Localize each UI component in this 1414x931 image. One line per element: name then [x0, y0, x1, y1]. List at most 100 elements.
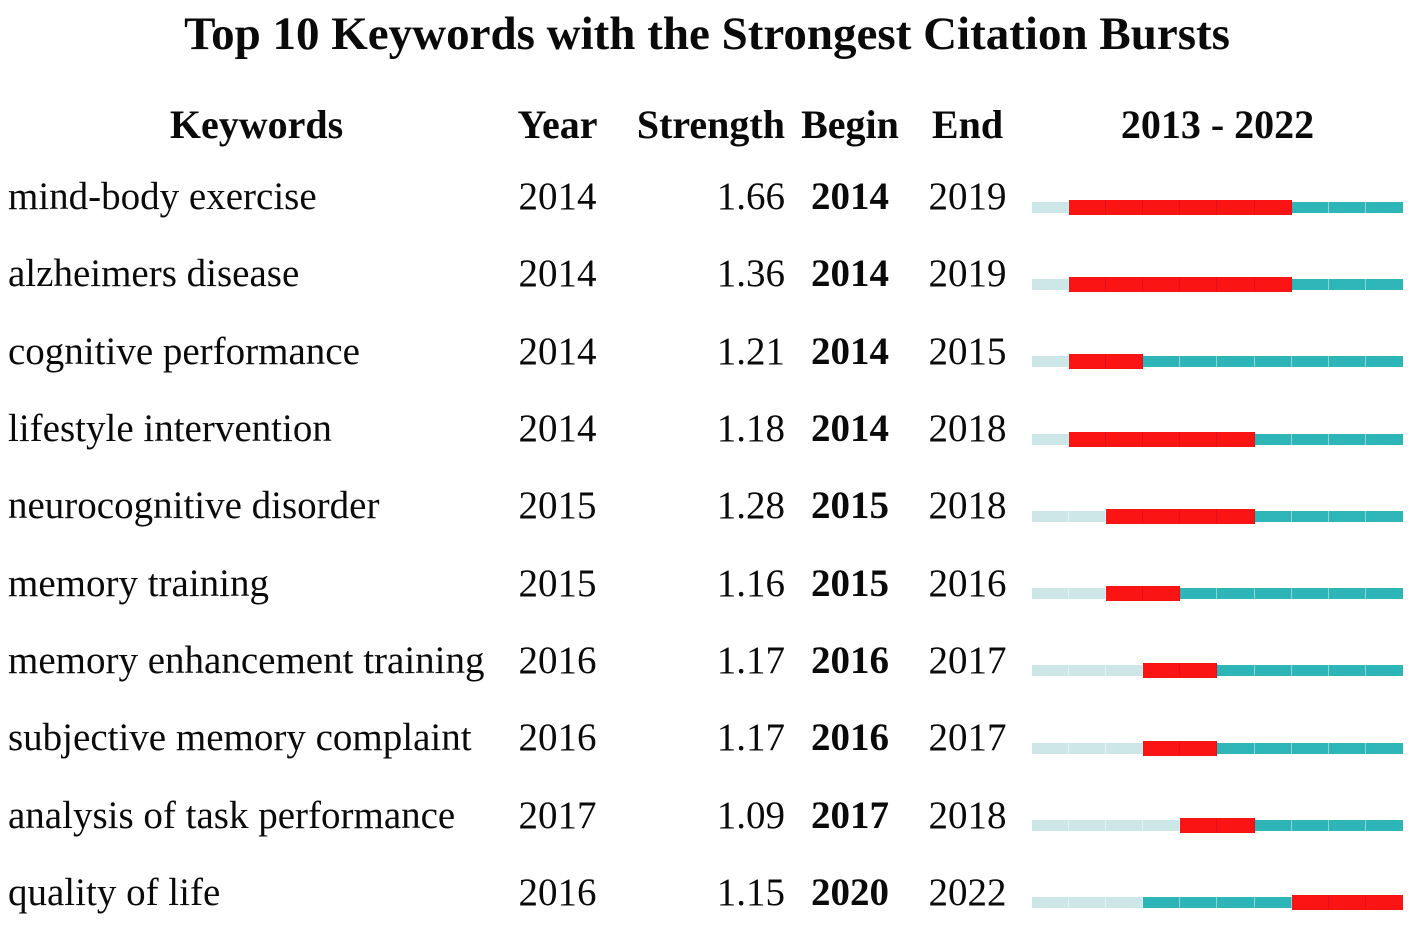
year-segment-post	[1217, 356, 1255, 368]
timeline-cell	[1032, 235, 1403, 312]
year-segment-post	[1217, 742, 1255, 754]
begin-cell: 2014	[811, 329, 889, 373]
table-header-row: Keywords Year Strength Begin End 2013 - …	[0, 90, 1414, 158]
timeline-bar	[1032, 895, 1403, 911]
timeline-bar	[1032, 431, 1403, 447]
year-segment-burst	[1217, 276, 1255, 292]
year-segment-post	[1180, 588, 1218, 600]
end-cell: 2018	[928, 793, 1007, 837]
column-header-strength: Strength	[636, 101, 785, 147]
year-segment-post	[1180, 356, 1218, 368]
year-segment-burst	[1254, 276, 1292, 292]
table-row: lifestyle intervention 2014 1.18 2014 20…	[0, 390, 1414, 467]
year-segment-post	[1217, 897, 1255, 909]
year-segment-pre	[1069, 510, 1107, 522]
year-segment-post	[1328, 742, 1366, 754]
timeline-bar	[1032, 276, 1403, 292]
year-segment-burst	[1217, 199, 1255, 215]
year-segment-post	[1328, 201, 1366, 213]
year-segment-post	[1365, 356, 1403, 368]
year-segment-post	[1365, 510, 1403, 522]
begin-cell: 2014	[811, 175, 889, 219]
timeline-bar	[1032, 740, 1403, 756]
end-cell: 2015	[928, 329, 1007, 373]
year-segment-burst	[1180, 199, 1218, 215]
end-cell: 2018	[928, 407, 1007, 451]
year-cell: 2014	[518, 252, 597, 296]
table-row: neurocognitive disorder 2015 1.28 2015 2…	[0, 467, 1414, 544]
begin-cell: 2015	[811, 561, 889, 605]
keyword-cell: analysis of task performance	[8, 793, 456, 837]
year-segment-pre	[1069, 665, 1107, 677]
year-segment-burst	[1143, 431, 1181, 447]
year-segment-pre	[1032, 433, 1070, 445]
year-segment-burst	[1180, 740, 1218, 756]
year-segment-post	[1291, 433, 1329, 445]
year-segment-pre	[1032, 356, 1070, 368]
year-segment-post	[1328, 510, 1366, 522]
year-segment-pre	[1069, 897, 1107, 909]
year-segment-post	[1365, 742, 1403, 754]
year-segment-pre	[1069, 742, 1107, 754]
timeline-cell	[1032, 158, 1403, 235]
year-segment-post	[1328, 820, 1366, 832]
year-segment-pre	[1069, 820, 1107, 832]
year-segment-post	[1254, 665, 1292, 677]
year-segment-post	[1217, 665, 1255, 677]
table-row: memory enhancement training 2016 1.17 20…	[0, 622, 1414, 699]
year-segment-pre	[1106, 820, 1144, 832]
year-segment-post	[1328, 665, 1366, 677]
begin-cell: 2020	[811, 870, 889, 914]
year-segment-post	[1254, 356, 1292, 368]
year-segment-post	[1291, 356, 1329, 368]
year-segment-pre	[1032, 820, 1070, 832]
end-cell: 2019	[928, 175, 1007, 219]
strength-cell: 1.28	[716, 484, 785, 528]
keyword-cell: cognitive performance	[8, 329, 360, 373]
year-segment-burst	[1106, 508, 1144, 524]
table-row: analysis of task performance 2017 1.09 2…	[0, 776, 1414, 853]
year-segment-pre	[1032, 588, 1070, 600]
year-segment-post	[1328, 588, 1366, 600]
year-cell: 2016	[518, 638, 597, 682]
end-cell: 2022	[928, 870, 1007, 914]
year-segment-post	[1143, 897, 1181, 909]
year-segment-burst	[1069, 354, 1107, 370]
year-segment-burst	[1106, 276, 1144, 292]
year-segment-burst	[1069, 431, 1107, 447]
year-segment-post	[1291, 201, 1329, 213]
year-segment-pre	[1032, 201, 1070, 213]
year-cell: 2015	[518, 561, 597, 605]
timeline-cell	[1032, 854, 1403, 931]
year-segment-burst	[1365, 895, 1403, 911]
keyword-cell: lifestyle intervention	[8, 407, 332, 451]
year-cell: 2016	[518, 716, 597, 760]
year-segment-pre	[1032, 510, 1070, 522]
timeline-bar	[1032, 818, 1403, 834]
timeline-cell	[1032, 699, 1403, 776]
year-segment-burst	[1069, 276, 1107, 292]
year-segment-post	[1291, 510, 1329, 522]
year-segment-burst	[1180, 508, 1218, 524]
year-segment-pre	[1106, 897, 1144, 909]
timeline-bar	[1032, 508, 1403, 524]
year-segment-pre	[1032, 665, 1070, 677]
timeline-cell	[1032, 776, 1403, 853]
year-segment-burst	[1180, 663, 1218, 679]
keyword-cell: memory training	[8, 561, 270, 605]
year-segment-post	[1254, 588, 1292, 600]
column-header-end: End	[931, 101, 1004, 147]
timeline-cell	[1032, 467, 1403, 544]
column-header-year-range: 2013 - 2022	[1120, 101, 1315, 147]
year-segment-burst	[1328, 895, 1366, 911]
year-segment-pre	[1143, 820, 1181, 832]
begin-cell: 2014	[811, 252, 889, 296]
year-segment-post	[1365, 588, 1403, 600]
year-segment-burst	[1217, 508, 1255, 524]
column-header-year: Year	[517, 101, 598, 147]
strength-cell: 1.17	[716, 638, 785, 682]
year-cell: 2017	[518, 793, 597, 837]
year-segment-pre	[1106, 665, 1144, 677]
year-segment-burst	[1143, 199, 1181, 215]
year-segment-post	[1328, 433, 1366, 445]
